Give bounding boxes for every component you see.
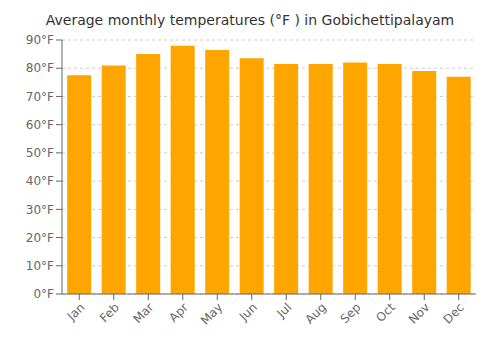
svg-text:Aug: Aug [302,300,328,326]
svg-text:Sep: Sep [337,300,363,326]
svg-text:Feb: Feb [97,300,122,325]
svg-text:60°F: 60°F [26,118,54,132]
svg-text:20°F: 20°F [26,231,54,245]
html-text:Average monthly temperatures (: Average monthly temperatures (°F ) in Go… [45,12,455,28]
svg-text:30°F: 30°F [26,203,54,217]
svg-text:Nov: Nov [406,300,432,326]
svg-text:80°F: 80°F [26,61,54,75]
svg-text:Jul: Jul [274,300,295,321]
svg-text:Jun: Jun [236,300,260,324]
svg-text:Jan: Jan [64,300,88,324]
svg-text:90°F: 90°F [26,33,54,47]
svg-text:Mar: Mar [130,300,156,326]
svg-text:Apr: Apr [166,300,191,325]
svg-text:50°F: 50°F [26,146,54,160]
svg-text:40°F: 40°F [26,174,54,188]
svg-text:Dec: Dec [441,300,467,326]
svg-text:May: May [198,300,225,327]
svg-text:0°F: 0°F [33,287,54,301]
svg-text:Oct: Oct [373,300,398,325]
svg-text:10°F: 10°F [26,259,54,273]
svg-text:70°F: 70°F [26,90,54,104]
